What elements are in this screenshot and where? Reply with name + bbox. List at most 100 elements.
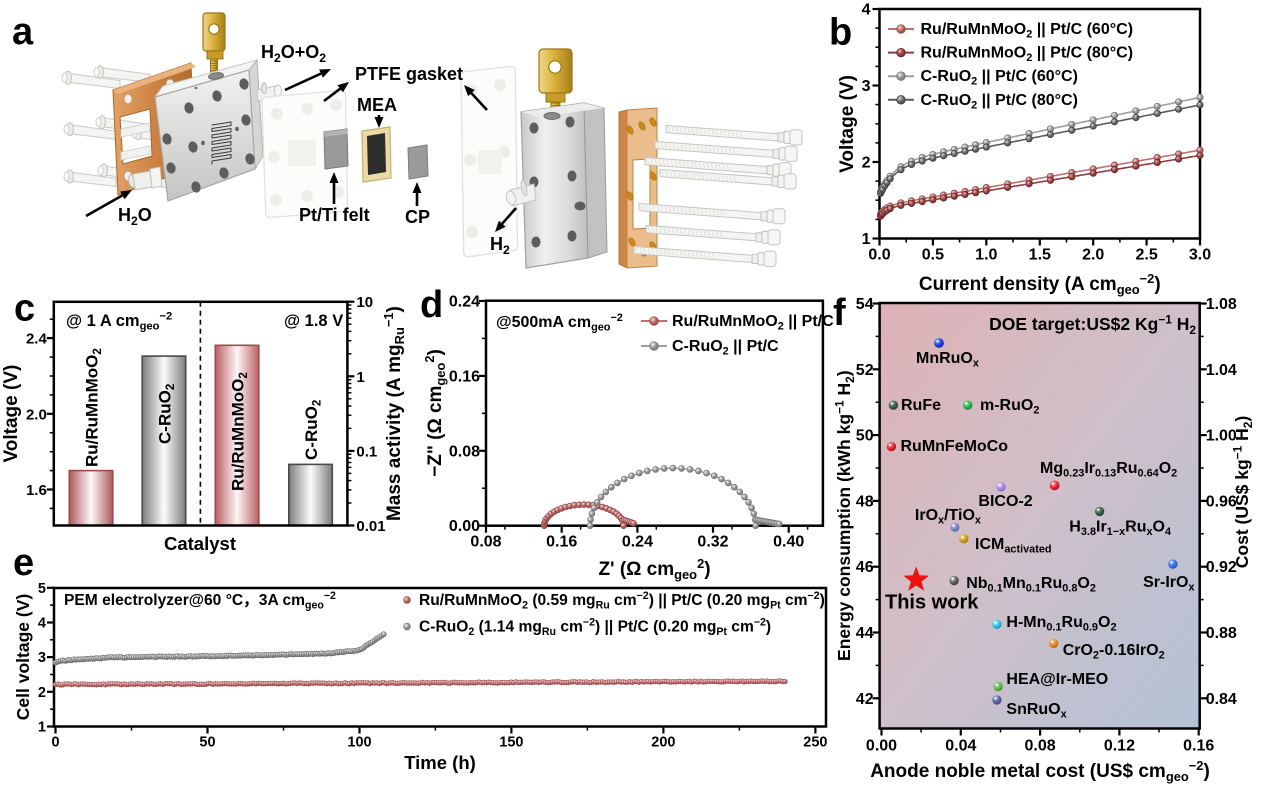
svg-text:PEM electrolyzer@60 °C，3A cmge: PEM electrolyzer@60 °C，3A cmgeo−2	[64, 590, 336, 611]
svg-text:42: 42	[856, 691, 874, 708]
svg-text:a: a	[12, 11, 34, 53]
svg-text:C-RuO2 || Pt/C: C-RuO2 || Pt/C	[672, 338, 779, 358]
svg-text:b: b	[829, 12, 852, 54]
svg-text:Voltage (V): Voltage (V)	[837, 75, 858, 173]
svg-text:MEA: MEA	[357, 95, 397, 115]
svg-text:52: 52	[856, 362, 874, 379]
svg-text:H2O+O2: H2O+O2	[261, 42, 326, 65]
svg-text:0.08: 0.08	[470, 534, 501, 551]
svg-text:MnRuOx: MnRuOx	[916, 350, 979, 370]
svg-text:0.16: 0.16	[449, 368, 480, 385]
svg-text:DOE target:US$2 Kg−1 H2: DOE target:US$2 Kg−1 H2	[989, 312, 1196, 337]
svg-text:3: 3	[38, 650, 46, 666]
svg-text:0.1: 0.1	[356, 443, 377, 460]
svg-text:1.5: 1.5	[1029, 247, 1051, 264]
svg-text:Nb0.1Mn0.1Ru0.8O2: Nb0.1Mn0.1Ru0.8O2	[966, 575, 1096, 595]
svg-text:C-RuO2: C-RuO2	[156, 384, 178, 444]
svg-text:5: 5	[38, 581, 46, 597]
svg-text:0.08: 0.08	[1025, 738, 1056, 755]
svg-text:C-RuO2 || Pt/C (60°C): C-RuO2 || Pt/C (60°C)	[921, 68, 1078, 88]
svg-text:0.5: 0.5	[922, 247, 944, 264]
svg-text:0.24: 0.24	[622, 534, 653, 551]
svg-text:10: 10	[356, 294, 373, 311]
svg-text:Ru/RuMnMoO2: Ru/RuMnMoO2	[83, 348, 105, 467]
svg-text:Cell voltage (V): Cell voltage (V)	[13, 594, 33, 720]
svg-text:Ru/RuMnMoO2 || Pt/C (80°C): Ru/RuMnMoO2 || Pt/C (80°C)	[921, 45, 1134, 65]
svg-text:0.24: 0.24	[449, 294, 480, 311]
svg-text:0.01: 0.01	[356, 518, 385, 535]
svg-text:0.16: 0.16	[546, 534, 577, 551]
svg-text:0.96: 0.96	[1206, 493, 1237, 510]
svg-text:2.5: 2.5	[1135, 247, 1157, 264]
svg-text:2.0: 2.0	[26, 406, 47, 423]
svg-text:@ 1.8 V: @ 1.8 V	[284, 312, 343, 330]
svg-text:0.40: 0.40	[773, 534, 804, 551]
svg-text:Energy consumption (kWh kg−1 H: Energy consumption (kWh kg−1 H2)	[832, 370, 857, 660]
svg-text:0.92: 0.92	[1206, 559, 1237, 576]
svg-text:Anode noble metal cost (US$ cm: Anode noble metal cost (US$ cmgeo−2)	[870, 758, 1210, 784]
svg-text:250: 250	[803, 735, 827, 751]
svg-text:c: c	[14, 288, 35, 330]
svg-text:BICO-2: BICO-2	[978, 493, 1032, 510]
svg-text:RuMnFeMoCo: RuMnFeMoCo	[901, 438, 1009, 455]
svg-text:1: 1	[356, 369, 364, 386]
svg-text:C-RuO2 || Pt/C (80°C): C-RuO2 || Pt/C (80°C)	[921, 92, 1078, 112]
svg-text:−Z" (Ω cmgeo2): −Z" (Ω cmgeo2)	[422, 349, 448, 477]
svg-text:Ru/RuMnMoO2 || Pt/C (60°C): Ru/RuMnMoO2 || Pt/C (60°C)	[921, 21, 1134, 41]
svg-text:0.12: 0.12	[1104, 738, 1135, 755]
svg-text:46: 46	[856, 559, 874, 576]
svg-text:1.08: 1.08	[1206, 296, 1237, 313]
svg-text:2: 2	[862, 155, 871, 172]
svg-text:0.04: 0.04	[945, 738, 976, 755]
svg-text:1.0: 1.0	[975, 247, 997, 264]
svg-text:0.88: 0.88	[1206, 625, 1237, 642]
svg-text:1.00: 1.00	[1206, 428, 1237, 445]
svg-text:2.4: 2.4	[26, 331, 48, 348]
svg-text:0.84: 0.84	[1206, 691, 1237, 708]
svg-text:H3.8Ir1−xRuxO4: H3.8Ir1−xRuxO4	[1069, 519, 1171, 539]
svg-text:Ru/RuMnMoO2 || Pt/C: Ru/RuMnMoO2 || Pt/C	[672, 313, 834, 333]
svg-text:PTFE gasket: PTFE gasket	[355, 64, 463, 84]
svg-text:@500mA cmgeo−2: @500mA cmgeo−2	[496, 312, 623, 334]
svg-text:0.00: 0.00	[866, 738, 897, 755]
svg-text:0.0: 0.0	[868, 247, 890, 264]
svg-text:0.16: 0.16	[1183, 738, 1214, 755]
svg-text:0.00: 0.00	[449, 518, 480, 535]
svg-text:Ru/RuMnMoO2: Ru/RuMnMoO2	[229, 372, 251, 491]
svg-text:d: d	[420, 284, 443, 326]
svg-text:2: 2	[38, 685, 46, 701]
svg-text:1.6: 1.6	[26, 482, 47, 499]
svg-text:IrOx/TiOx: IrOx/TiOx	[915, 507, 981, 527]
svg-text:H-Mn0.1Ru0.9O2: H-Mn0.1Ru0.9O2	[1006, 614, 1116, 634]
svg-text:Z' (Ω cmgeo2): Z' (Ω cmgeo2)	[598, 556, 710, 582]
svg-text:Pt/Ti felt: Pt/Ti felt	[299, 205, 370, 225]
svg-text:@ 1 A cmgeo−2: @ 1 A cmgeo−2	[66, 311, 172, 333]
svg-text:CP: CP	[405, 207, 430, 227]
svg-text:Current density (A cmgeo−2): Current density (A cmgeo−2)	[919, 271, 1161, 297]
svg-text:1: 1	[862, 231, 871, 248]
svg-text:2.0: 2.0	[1082, 247, 1104, 264]
svg-text:This work: This work	[885, 592, 979, 614]
svg-text:H2O: H2O	[118, 205, 152, 228]
svg-text:C-RuO2: C-RuO2	[302, 400, 324, 460]
svg-text:3.0: 3.0	[1189, 247, 1211, 264]
svg-text:50: 50	[199, 735, 215, 751]
svg-text:100: 100	[347, 735, 371, 751]
svg-text:54: 54	[856, 296, 874, 313]
svg-text:Catalyst: Catalyst	[164, 533, 236, 554]
svg-text:Mass activity (A mgRu−1): Mass activity (A mgRu−1)	[381, 306, 407, 521]
svg-text:4: 4	[862, 2, 871, 19]
svg-text:44: 44	[856, 625, 874, 642]
svg-text:Cost (US$ kg−1 H2): Cost (US$ kg−1 H2)	[1230, 416, 1255, 568]
svg-text:0.32: 0.32	[697, 534, 728, 551]
svg-text:Ru/RuMnMoO2 (0.59 mgRu cm−2) |: Ru/RuMnMoO2 (0.59 mgRu cm−2) || Pt/C (0.…	[419, 590, 825, 611]
svg-text:200: 200	[651, 735, 675, 751]
svg-text:4: 4	[38, 616, 46, 632]
svg-text:150: 150	[499, 735, 523, 751]
svg-text:HEA@Ir-MEO: HEA@Ir-MEO	[1006, 671, 1108, 688]
svg-text:ICMactivated: ICMactivated	[975, 536, 1052, 556]
svg-text:48: 48	[856, 493, 874, 510]
svg-text:CrO2-0.16IrO2: CrO2-0.16IrO2	[1063, 642, 1165, 662]
svg-text:C-RuO2 (1.14 mgRu cm−2) || Pt: C-RuO2 (1.14 mgRu cm−2) || Pt/C (0.20 mg…	[419, 617, 771, 638]
svg-text:Sr-IrOx: Sr-IrOx	[1143, 574, 1194, 594]
